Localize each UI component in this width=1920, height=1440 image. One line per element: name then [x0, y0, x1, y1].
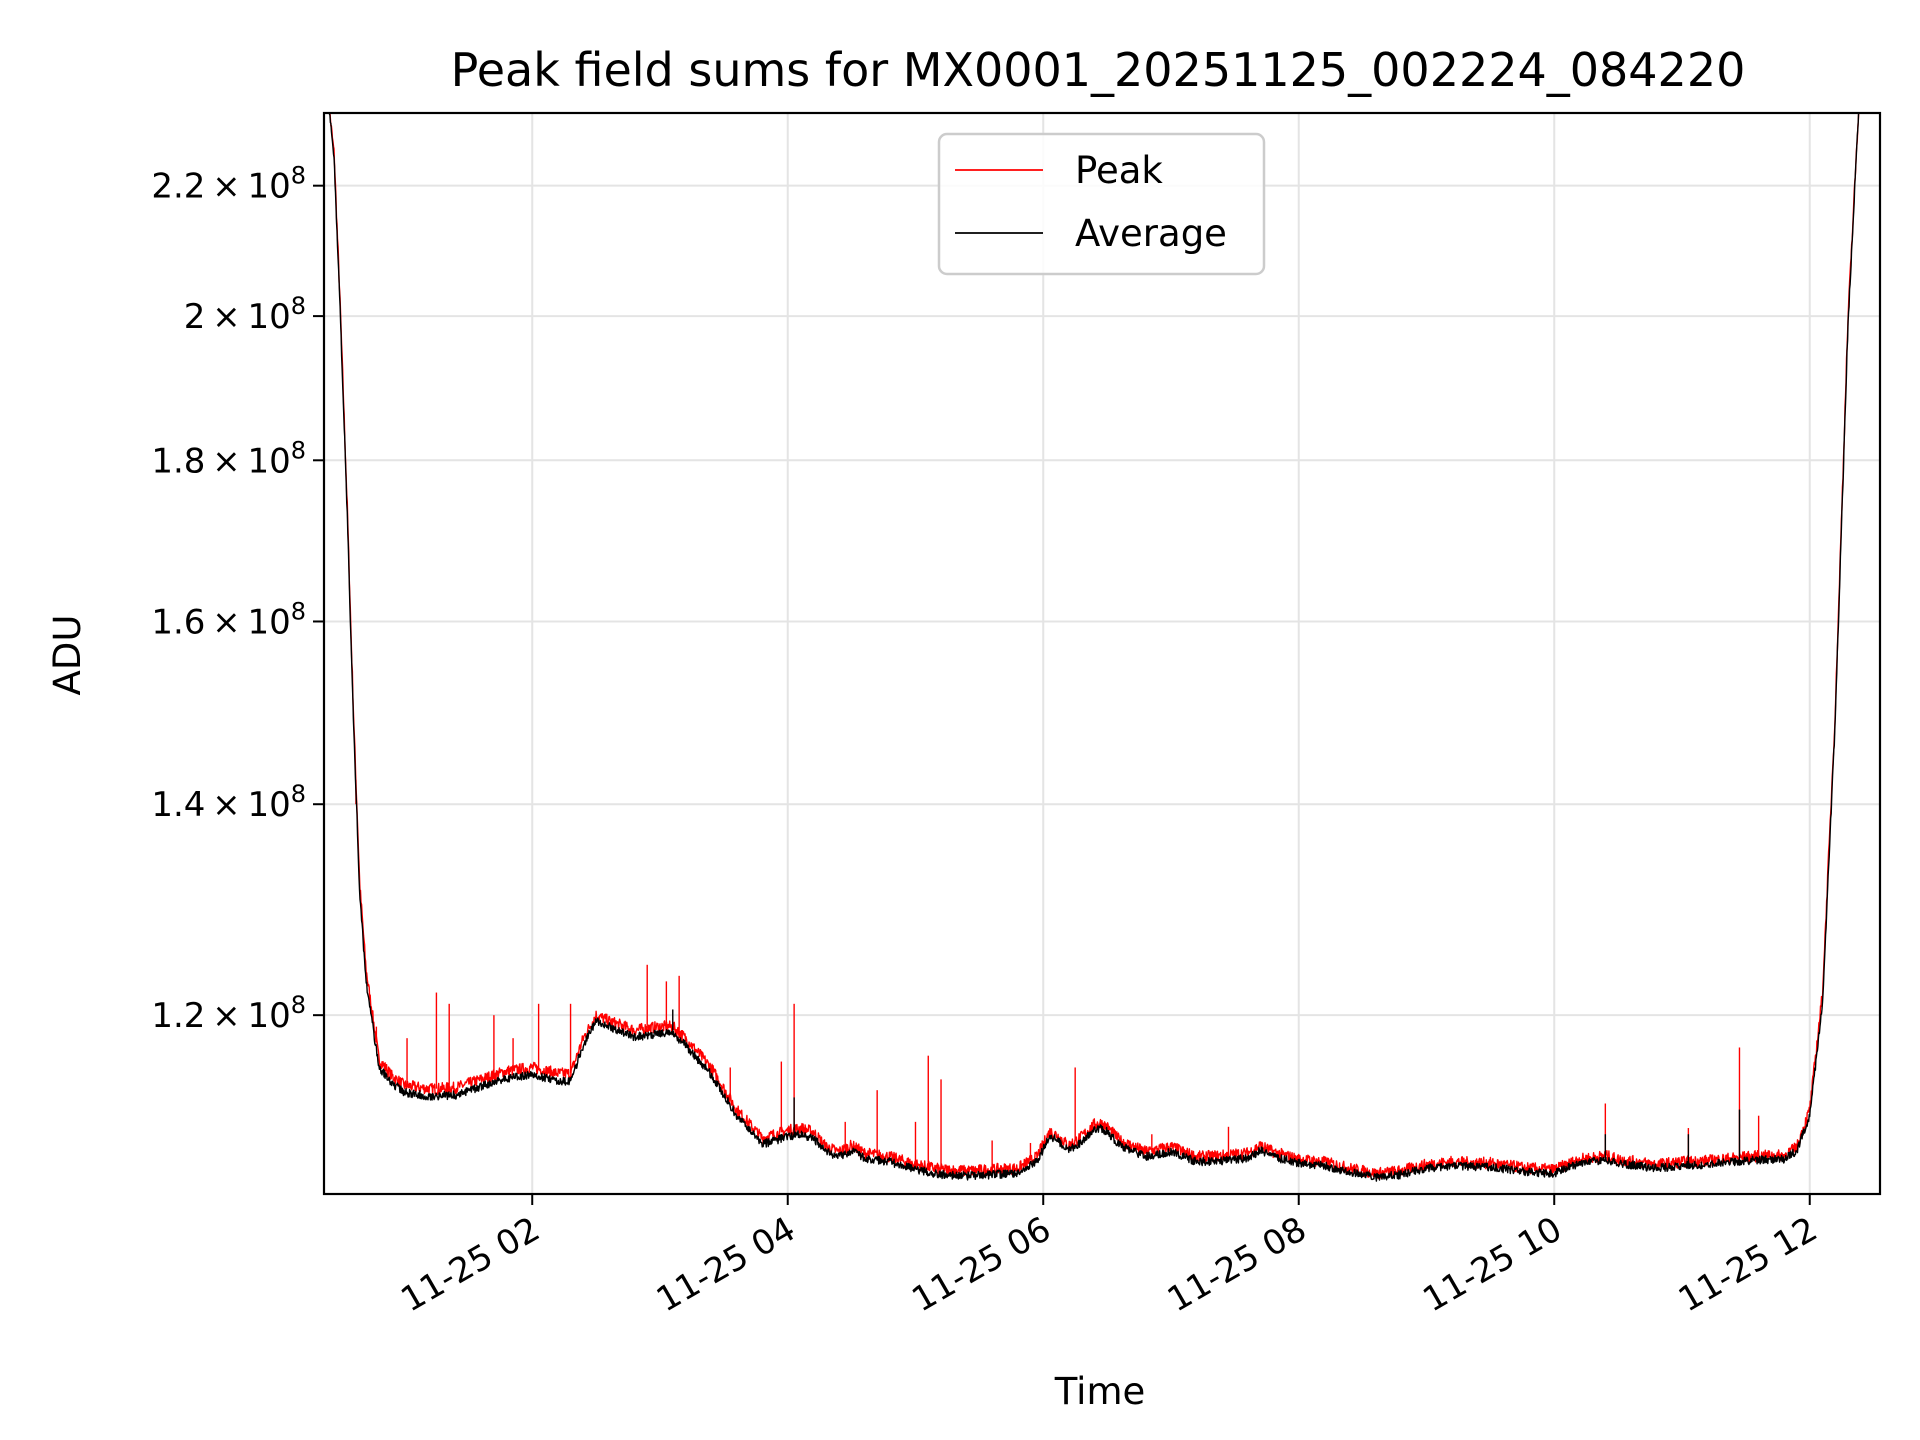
- y-tick-label: 1.8 × 108: [151, 436, 306, 481]
- plot-frame: [322, 111, 1882, 1196]
- legend-label-peak: Peak: [1075, 149, 1163, 192]
- legend-box: [937, 132, 1266, 276]
- y-tick-label: 2.2 × 108: [151, 162, 306, 207]
- y-tick-label: 1.2 × 108: [151, 991, 306, 1036]
- y-tick-label: 1.6 × 108: [151, 597, 306, 642]
- y-axis-title: ADU: [46, 615, 89, 696]
- legend: Peak Average: [937, 132, 1266, 276]
- y-axis: 1.2 × 108 1.4 × 108 1.6 × 108 1.8 × 108 2 × …: [151, 162, 324, 1036]
- legend-label-average: Average: [1075, 212, 1227, 255]
- x-axis-title: Time: [1054, 1370, 1146, 1413]
- y-tick-label: 2 × 108: [184, 292, 306, 337]
- chart-title: Peak field sums for MX0001_20251125_0022…: [451, 43, 1746, 97]
- y-tick-label: 1.4 × 108: [151, 780, 306, 825]
- series-layer: [328, 113, 1860, 1182]
- grid: [324, 113, 1880, 1194]
